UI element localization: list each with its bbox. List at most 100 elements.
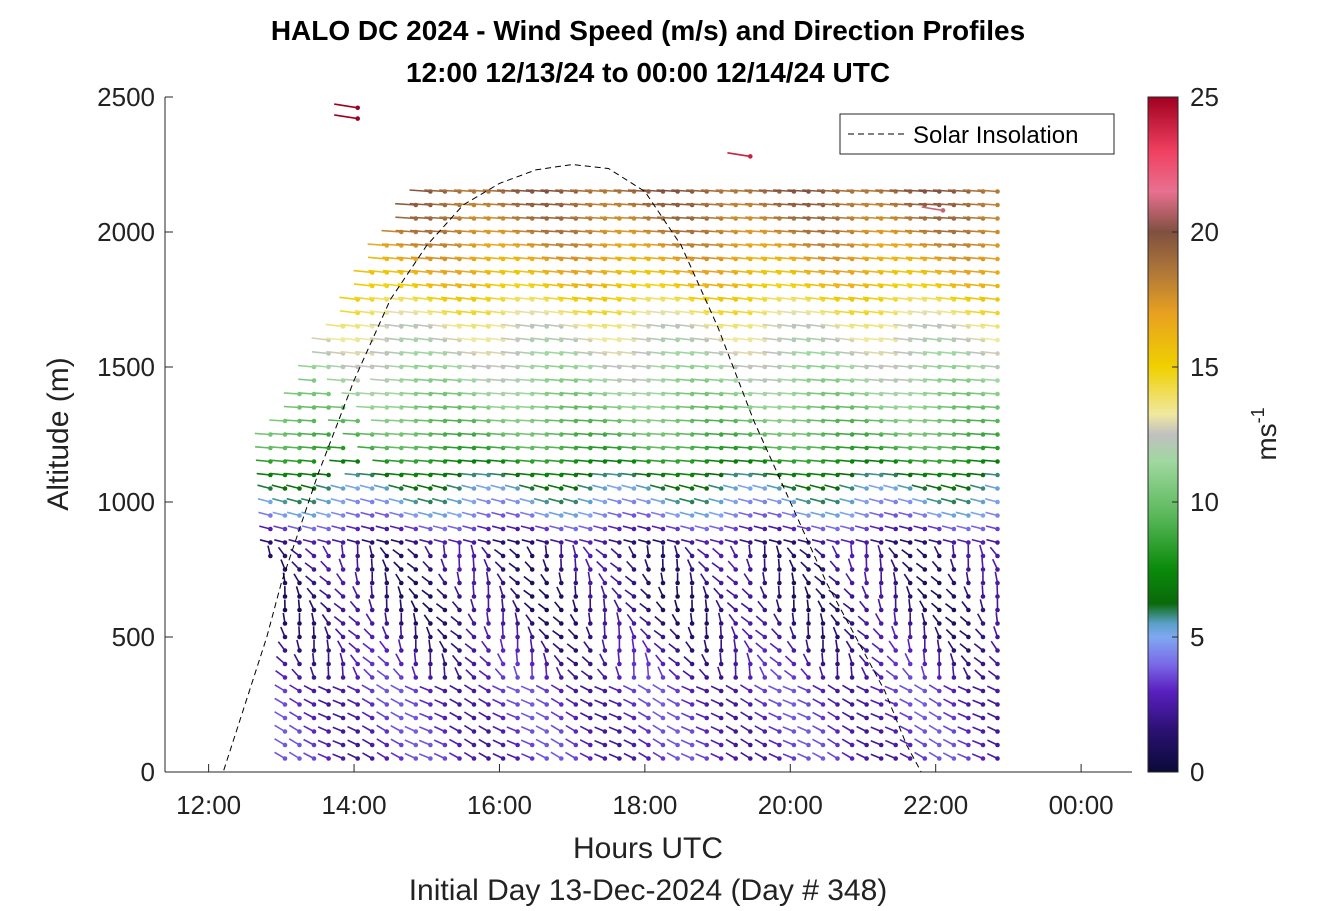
wind-barb-1969 bbox=[948, 256, 969, 260]
wind-barb-head-272 bbox=[399, 580, 404, 586]
wind-barb-251 bbox=[369, 337, 387, 341]
wind-barb-head-267 bbox=[399, 648, 404, 653]
wind-barb-215 bbox=[354, 323, 373, 328]
wind-barb-head-1728 bbox=[893, 607, 898, 613]
wind-barb-1437 bbox=[780, 472, 794, 476]
wind-barb-1716 bbox=[861, 189, 882, 193]
wind-barb-head-1594 bbox=[849, 675, 855, 680]
wind-barb-head-1384 bbox=[777, 607, 782, 613]
wind-barb-2003 bbox=[966, 378, 984, 382]
wind-barb-1372 bbox=[744, 189, 765, 193]
wind-barb-head-221 bbox=[384, 742, 390, 748]
wind-barb-head-1176 bbox=[704, 513, 709, 518]
wind-barb-head-40 bbox=[297, 702, 302, 707]
wind-barb-329 bbox=[399, 351, 416, 355]
wind-barb-321 bbox=[401, 459, 416, 463]
wind-barb-1352 bbox=[750, 459, 765, 463]
wind-barb-1136 bbox=[678, 472, 693, 476]
wind-barb-head-1258 bbox=[733, 567, 738, 572]
wind-barb-head-785 bbox=[573, 567, 579, 572]
wind-barb-1886 bbox=[918, 216, 940, 220]
wind-barb-1832 bbox=[908, 364, 925, 368]
wind-barb-1569 bbox=[822, 432, 838, 436]
wind-barb-969 bbox=[617, 405, 635, 409]
wind-barb-head-1823 bbox=[922, 486, 928, 491]
wind-barb-257 bbox=[368, 256, 387, 260]
wind-barb-head-1206 bbox=[718, 688, 724, 694]
wind-barb-head-1776 bbox=[907, 540, 913, 545]
wind-barb-head-1815 bbox=[922, 594, 928, 599]
wind-barb-1705 bbox=[863, 337, 882, 341]
wind-barb-363 bbox=[415, 459, 431, 463]
wind-barb-head-1607 bbox=[849, 499, 855, 505]
wind-barb-head-1636 bbox=[864, 688, 869, 694]
wind-barb-head-869 bbox=[602, 594, 608, 599]
wind-barb-head-131 bbox=[340, 648, 346, 653]
wind-barb-head-1953 bbox=[966, 472, 971, 478]
wind-barb-head-1722 bbox=[893, 688, 898, 694]
wind-barb-378 bbox=[410, 256, 431, 260]
wind-barb-1586 bbox=[817, 202, 838, 206]
wind-barb-head-778 bbox=[573, 661, 579, 667]
wind-barb-head-743 bbox=[559, 553, 564, 559]
wind-barb-462 bbox=[440, 283, 460, 287]
wind-barb-1867 bbox=[925, 472, 940, 476]
wind-barb-head-1652 bbox=[864, 472, 869, 478]
wind-barb-head-1552 bbox=[835, 661, 840, 667]
wind-barb-1536 bbox=[805, 296, 824, 301]
wind-barb-head-2063 bbox=[748, 154, 753, 159]
wind-barb-head-1374 bbox=[777, 742, 782, 748]
wind-barb-head-390 bbox=[442, 675, 448, 680]
wind-barb-head-786 bbox=[573, 553, 579, 559]
wind-barb-head-1806 bbox=[922, 715, 928, 721]
wind-barb-head-52 bbox=[297, 540, 302, 545]
wind-barb-head-96 bbox=[326, 729, 331, 734]
wind-barb-1401 bbox=[762, 378, 780, 382]
wind-barb-head-2057 bbox=[995, 229, 1000, 235]
wind-barb-head-1717 bbox=[893, 756, 898, 761]
wind-barb-365 bbox=[415, 432, 431, 436]
wind-barb-425 bbox=[424, 202, 445, 206]
wind-barb-756 bbox=[545, 378, 562, 382]
wind-barb-493 bbox=[459, 446, 475, 449]
wind-barb-head-903 bbox=[617, 715, 622, 721]
wind-barb-head-1078 bbox=[675, 675, 680, 680]
wind-barb-head-1977 bbox=[980, 729, 986, 734]
wind-barb-head-1076 bbox=[675, 702, 680, 707]
wind-barb-1102 bbox=[661, 351, 678, 355]
wind-barb-head-170 bbox=[355, 526, 361, 532]
wind-barb-1585 bbox=[817, 216, 838, 220]
wind-barb-1448 bbox=[777, 323, 794, 328]
wind-barb-head-746 bbox=[559, 513, 564, 518]
wind-barb-head-187 bbox=[369, 742, 375, 748]
wind-barb-head-999 bbox=[646, 580, 651, 586]
wind-barb-1740 bbox=[880, 446, 896, 449]
wind-barb-208 bbox=[357, 446, 373, 449]
wind-barb-628 bbox=[500, 364, 518, 368]
wind-barb-144 bbox=[329, 459, 344, 463]
wind-barb-449 bbox=[445, 459, 460, 463]
wind-barb-head-261 bbox=[399, 729, 404, 734]
wind-barb-head-913 bbox=[617, 580, 622, 586]
wind-barb-1523 bbox=[809, 472, 824, 476]
wind-barb-680 bbox=[512, 243, 533, 247]
wind-barb-head-1651 bbox=[864, 486, 869, 491]
wind-barb-1887 bbox=[918, 202, 940, 206]
wind-barb-head-360 bbox=[428, 499, 433, 505]
wind-barb-407 bbox=[430, 446, 445, 449]
wind-barb-head-525 bbox=[486, 594, 491, 599]
wind-barb-head-1690 bbox=[878, 540, 884, 545]
wind-barb-head-478 bbox=[471, 648, 477, 653]
wind-barb-1329 bbox=[730, 189, 751, 193]
wind-barb-942 bbox=[599, 189, 620, 193]
wind-barb-1060 bbox=[646, 337, 664, 341]
wind-barb-head-392 bbox=[442, 648, 448, 653]
wind-barb-298 bbox=[381, 229, 402, 233]
wind-barb-head-1089 bbox=[675, 526, 680, 532]
wind-barb-head-649 bbox=[529, 661, 535, 667]
wind-barb-671 bbox=[515, 364, 533, 368]
wind-barb-1796 bbox=[891, 269, 911, 274]
wind-barb-1225 bbox=[706, 432, 722, 436]
wind-barb-542 bbox=[471, 364, 489, 368]
wind-barb-head-823 bbox=[588, 634, 593, 640]
